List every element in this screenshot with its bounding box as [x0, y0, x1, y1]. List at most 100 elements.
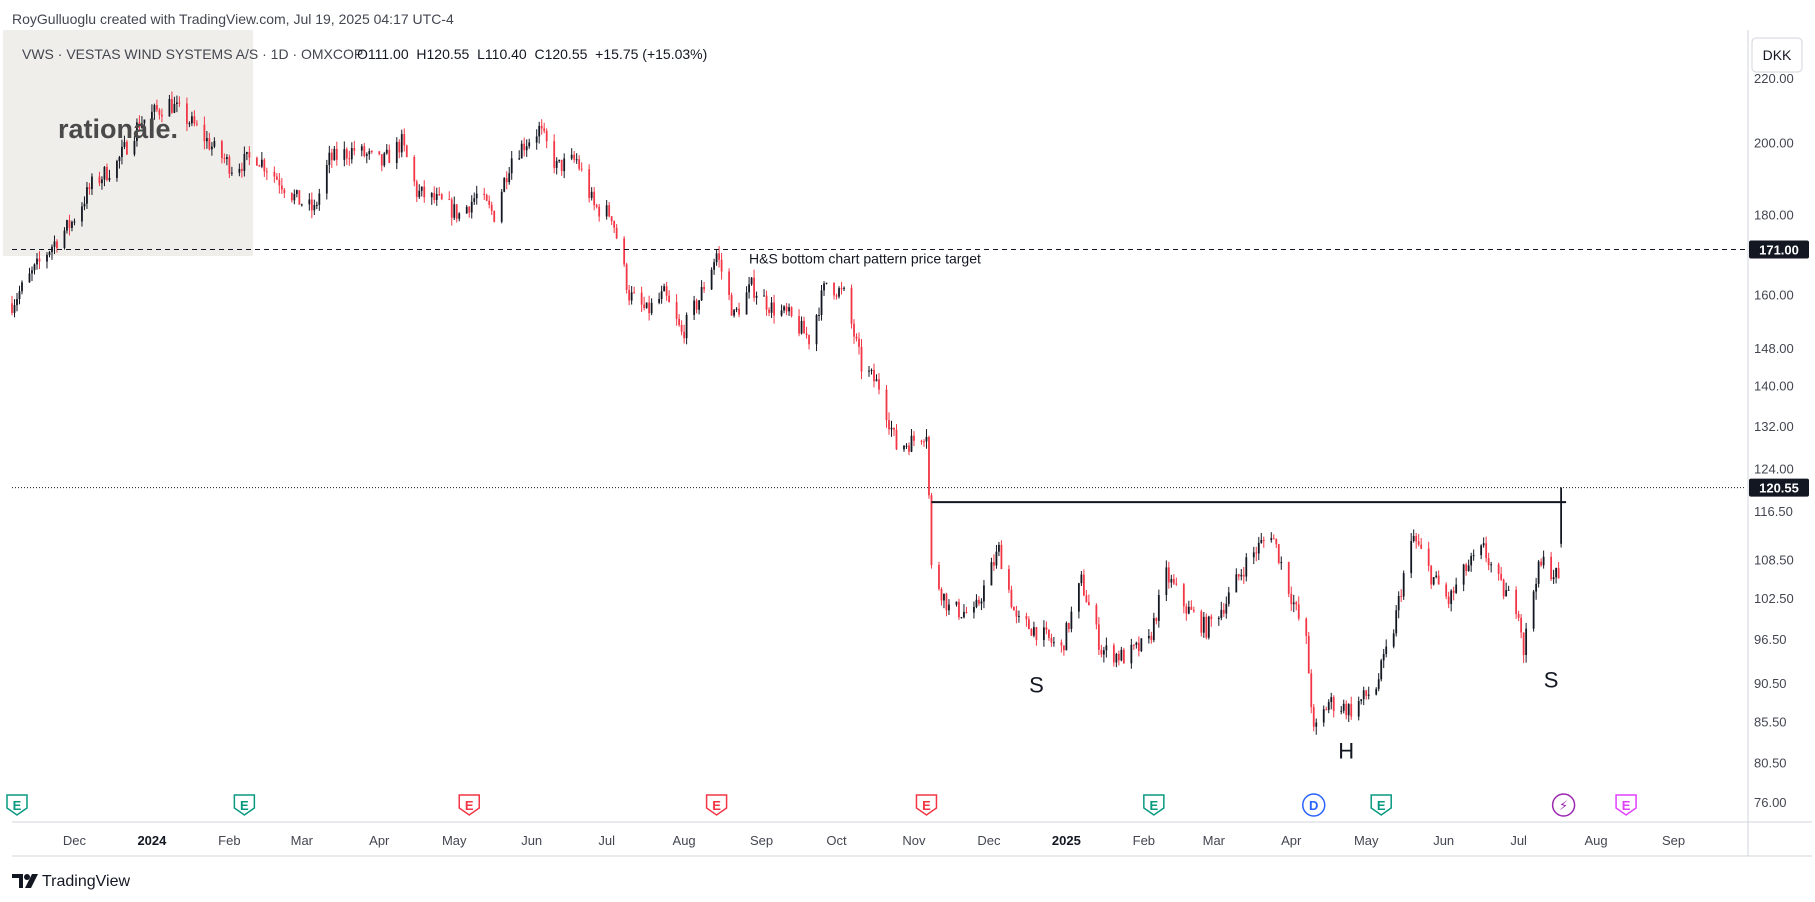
candle[interactable] — [1377, 673, 1380, 692]
candle[interactable] — [71, 220, 73, 232]
candle[interactable] — [890, 420, 893, 437]
candle[interactable] — [1172, 574, 1175, 585]
candle[interactable] — [875, 374, 878, 382]
candle[interactable] — [1087, 594, 1090, 606]
candle[interactable] — [520, 140, 523, 159]
candle[interactable] — [1560, 487, 1563, 548]
candle[interactable] — [908, 442, 910, 456]
candle[interactable] — [310, 192, 313, 219]
candle[interactable] — [98, 171, 101, 187]
candle[interactable] — [483, 187, 486, 200]
candle[interactable] — [945, 592, 948, 617]
candle[interactable] — [593, 187, 596, 211]
candle[interactable] — [1242, 567, 1245, 584]
candle[interactable] — [1095, 603, 1098, 630]
candle[interactable] — [1050, 633, 1053, 647]
candle[interactable] — [1085, 590, 1088, 603]
candle[interactable] — [790, 306, 793, 318]
symbol-text[interactable]: VWS · VESTAS WIND SYSTEMS A/S · 1D · OMX… — [22, 46, 363, 62]
candle[interactable] — [388, 144, 391, 164]
candle[interactable] — [683, 324, 686, 344]
candle[interactable] — [873, 363, 875, 388]
candle[interactable] — [238, 163, 241, 177]
candle[interactable] — [910, 429, 913, 453]
candle[interactable] — [315, 201, 318, 210]
candle[interactable] — [1220, 601, 1223, 621]
candle[interactable] — [300, 203, 303, 207]
candle[interactable] — [123, 135, 126, 150]
candle[interactable] — [171, 91, 173, 114]
candle[interactable] — [963, 604, 965, 619]
candle[interactable] — [1175, 577, 1178, 586]
candle[interactable] — [1557, 562, 1560, 579]
candle[interactable] — [1550, 551, 1553, 582]
candle[interactable] — [1345, 700, 1348, 720]
candle[interactable] — [398, 139, 401, 159]
candle[interactable] — [1043, 620, 1045, 647]
candle[interactable] — [313, 199, 316, 216]
candle[interactable] — [980, 598, 983, 611]
candle[interactable] — [1525, 622, 1528, 663]
candle[interactable] — [590, 187, 593, 201]
candle[interactable] — [405, 144, 408, 158]
candle[interactable] — [1305, 617, 1308, 644]
candle[interactable] — [803, 316, 805, 334]
candle[interactable] — [505, 171, 508, 190]
candle[interactable] — [1497, 562, 1500, 581]
candle[interactable] — [1480, 544, 1483, 560]
candle[interactable] — [290, 192, 293, 203]
candle[interactable] — [230, 166, 233, 176]
candle[interactable] — [1000, 540, 1003, 570]
candle[interactable] — [350, 142, 353, 164]
candle[interactable] — [1207, 615, 1210, 640]
candle[interactable] — [1540, 558, 1543, 567]
candle[interactable] — [1237, 573, 1240, 581]
candle[interactable] — [1427, 541, 1430, 572]
candle[interactable] — [1257, 536, 1260, 561]
candle[interactable] — [1382, 648, 1385, 669]
candle[interactable] — [453, 196, 456, 221]
candle[interactable] — [161, 108, 163, 123]
candle[interactable] — [1280, 556, 1283, 570]
candle[interactable] — [68, 214, 71, 236]
candle[interactable] — [38, 251, 41, 270]
candle[interactable] — [53, 235, 56, 255]
candle[interactable] — [440, 193, 443, 201]
candle[interactable] — [668, 290, 671, 303]
candle[interactable] — [930, 492, 933, 569]
candle[interactable] — [1115, 652, 1118, 668]
candle[interactable] — [853, 319, 855, 344]
candle[interactable] — [713, 258, 715, 275]
candle[interactable] — [360, 144, 363, 157]
candle[interactable] — [575, 153, 578, 164]
candle[interactable] — [63, 227, 66, 250]
candle[interactable] — [1310, 669, 1313, 714]
candle[interactable] — [753, 269, 755, 302]
candle[interactable] — [1500, 566, 1503, 582]
candle[interactable] — [675, 294, 678, 326]
candle[interactable] — [895, 424, 898, 451]
candle[interactable] — [1167, 561, 1170, 589]
candle[interactable] — [925, 429, 928, 449]
candle[interactable] — [1082, 569, 1085, 597]
candle[interactable] — [225, 154, 228, 166]
candle[interactable] — [923, 439, 925, 447]
candle[interactable] — [260, 152, 263, 169]
candle[interactable] — [1062, 645, 1065, 656]
candle[interactable] — [213, 137, 216, 149]
candle[interactable] — [1342, 699, 1345, 714]
candle[interactable] — [640, 286, 643, 312]
candle[interactable] — [555, 157, 558, 175]
candle[interactable] — [435, 187, 438, 206]
candle[interactable] — [13, 299, 16, 318]
candle[interactable] — [1467, 559, 1470, 572]
candle[interactable] — [730, 292, 733, 316]
candle[interactable] — [1432, 576, 1435, 586]
candle[interactable] — [818, 307, 820, 322]
candle[interactable] — [33, 263, 36, 275]
candle[interactable] — [1315, 718, 1318, 735]
candle[interactable] — [468, 206, 471, 218]
candle[interactable] — [518, 150, 521, 161]
candle[interactable] — [205, 131, 208, 149]
candle[interactable] — [595, 203, 598, 209]
